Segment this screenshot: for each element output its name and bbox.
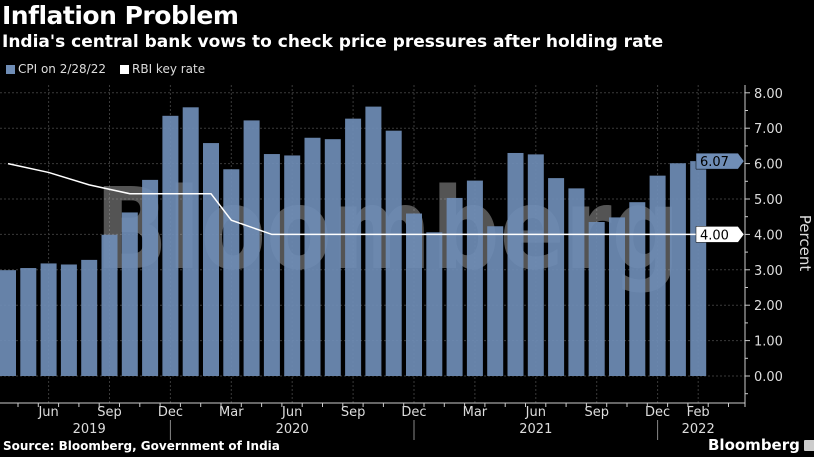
year-label: 2022 (682, 422, 715, 437)
cpi-bar (406, 213, 422, 376)
cpi-bar (203, 143, 219, 376)
cpi-bar (324, 139, 341, 376)
year-label: 2021 (519, 422, 552, 437)
cpi-bar (588, 222, 605, 376)
cpi-bar (182, 107, 199, 377)
cpi-bar (0, 270, 16, 376)
cpi-bar (101, 234, 118, 376)
cpi-bar (142, 179, 159, 376)
cpi-bar (527, 154, 544, 376)
x-tick-label: Dec (645, 405, 670, 420)
bloomberg-brand: Bloomberg (708, 436, 814, 454)
cpi-bar (162, 115, 179, 376)
year-label: 2020 (276, 422, 309, 437)
cpi-last-value-label: 6.07 (700, 155, 729, 170)
y-tick-label: 5.00 (754, 193, 783, 208)
x-tick-label: Feb (687, 405, 710, 420)
x-tick-label: Dec (401, 405, 426, 420)
y-axis-label: Percent (796, 215, 814, 272)
cpi-bar (446, 197, 463, 376)
cpi-bar (345, 118, 362, 376)
source-note: Source: Bloomberg, Government of India (3, 439, 280, 453)
cpi-bar (609, 217, 625, 376)
year-label: 2019 (73, 422, 106, 437)
cpi-bar (60, 264, 77, 376)
y-tick-label: 8.00 (754, 87, 783, 102)
chart-title: Inflation Problem (2, 1, 239, 30)
cpi-bar (223, 169, 240, 376)
chart-logo-icon (803, 439, 814, 451)
rbi-rate-line (7, 162, 719, 236)
cpi-bar (243, 120, 260, 376)
cpi-bar (284, 155, 301, 376)
x-tick-label: Jun (37, 405, 58, 420)
legend-item-rate: RBI key rate (120, 62, 205, 76)
cpi-bar (20, 268, 37, 376)
cpi-bar (263, 154, 280, 376)
x-tick-label: Sep (97, 405, 122, 420)
cpi-bar (466, 180, 483, 376)
cpi-bar (629, 202, 646, 376)
cpi-bar (487, 226, 504, 376)
chart-subtitle: India's central bank vows to check price… (2, 32, 664, 52)
x-tick-label: Mar (463, 405, 488, 420)
legend-swatch-cpi (6, 64, 15, 74)
cpi-bar (81, 259, 98, 376)
cpi-bar (365, 106, 382, 376)
cpi-bar (304, 137, 321, 376)
rate-last-value-label-bg (695, 226, 745, 243)
legend-swatch-rate (120, 64, 129, 74)
brand-label: Bloomberg (708, 436, 800, 454)
y-tick-label: 2.00 (754, 299, 783, 314)
x-tick-label: Jun (525, 405, 546, 420)
cpi-bar (548, 178, 565, 376)
x-tick-label: Dec (158, 405, 183, 420)
cpi-bar (507, 152, 524, 376)
cpi-bar (121, 212, 138, 376)
legend-item-cpi: CPI on 2/28/22 (6, 62, 106, 76)
cpi-bar (40, 263, 57, 376)
cpi-bar (568, 188, 585, 376)
y-tick-label: 0.00 (754, 370, 783, 385)
x-tick-label: Jun (281, 405, 302, 420)
cpi-bar (426, 232, 443, 376)
x-tick-label: Sep (341, 405, 366, 420)
legend: CPI on 2/28/22 RBI key rate (6, 62, 205, 76)
y-tick-label: 4.00 (754, 228, 783, 243)
x-tick-label: Mar (219, 405, 244, 420)
x-tick-label: Sep (584, 405, 609, 420)
cpi-last-value-label-bg (695, 152, 745, 170)
cpi-bar (385, 130, 402, 376)
cpi-bar (690, 161, 707, 376)
y-tick-label: 7.00 (754, 122, 783, 137)
y-tick-label: 6.00 (754, 158, 783, 173)
rate-last-value-label: 4.00 (700, 228, 729, 243)
legend-label-rate: RBI key rate (132, 62, 206, 76)
cpi-bar (669, 163, 686, 376)
y-tick-label: 3.00 (754, 264, 783, 279)
y-tick-label: 1.00 (754, 335, 783, 350)
cpi-bar (649, 175, 666, 376)
legend-label-cpi: CPI on 2/28/22 (18, 62, 106, 76)
